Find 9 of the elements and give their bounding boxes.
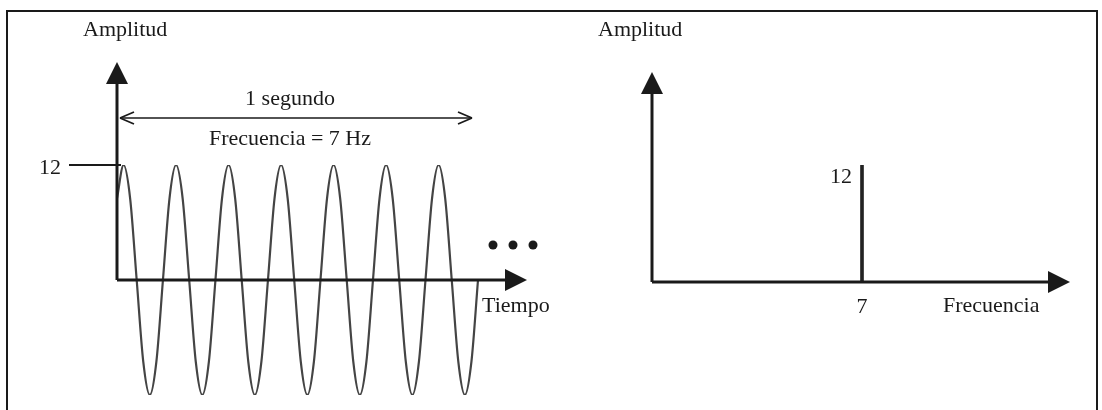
text: Frecuencia = 7 Hz <box>208 125 372 151</box>
x-axis-title: Frecuencia <box>943 292 1040 318</box>
text: 12 <box>39 154 61 180</box>
y-axis-title: Amplitud <box>598 16 683 42</box>
data-label: 12 <box>830 162 852 188</box>
x-tick-label: 7 <box>856 292 868 318</box>
text: 1 segundo <box>245 85 335 111</box>
y-axis-title: Amplitud <box>83 16 168 42</box>
x-axis-title: Tiempo <box>482 292 550 318</box>
